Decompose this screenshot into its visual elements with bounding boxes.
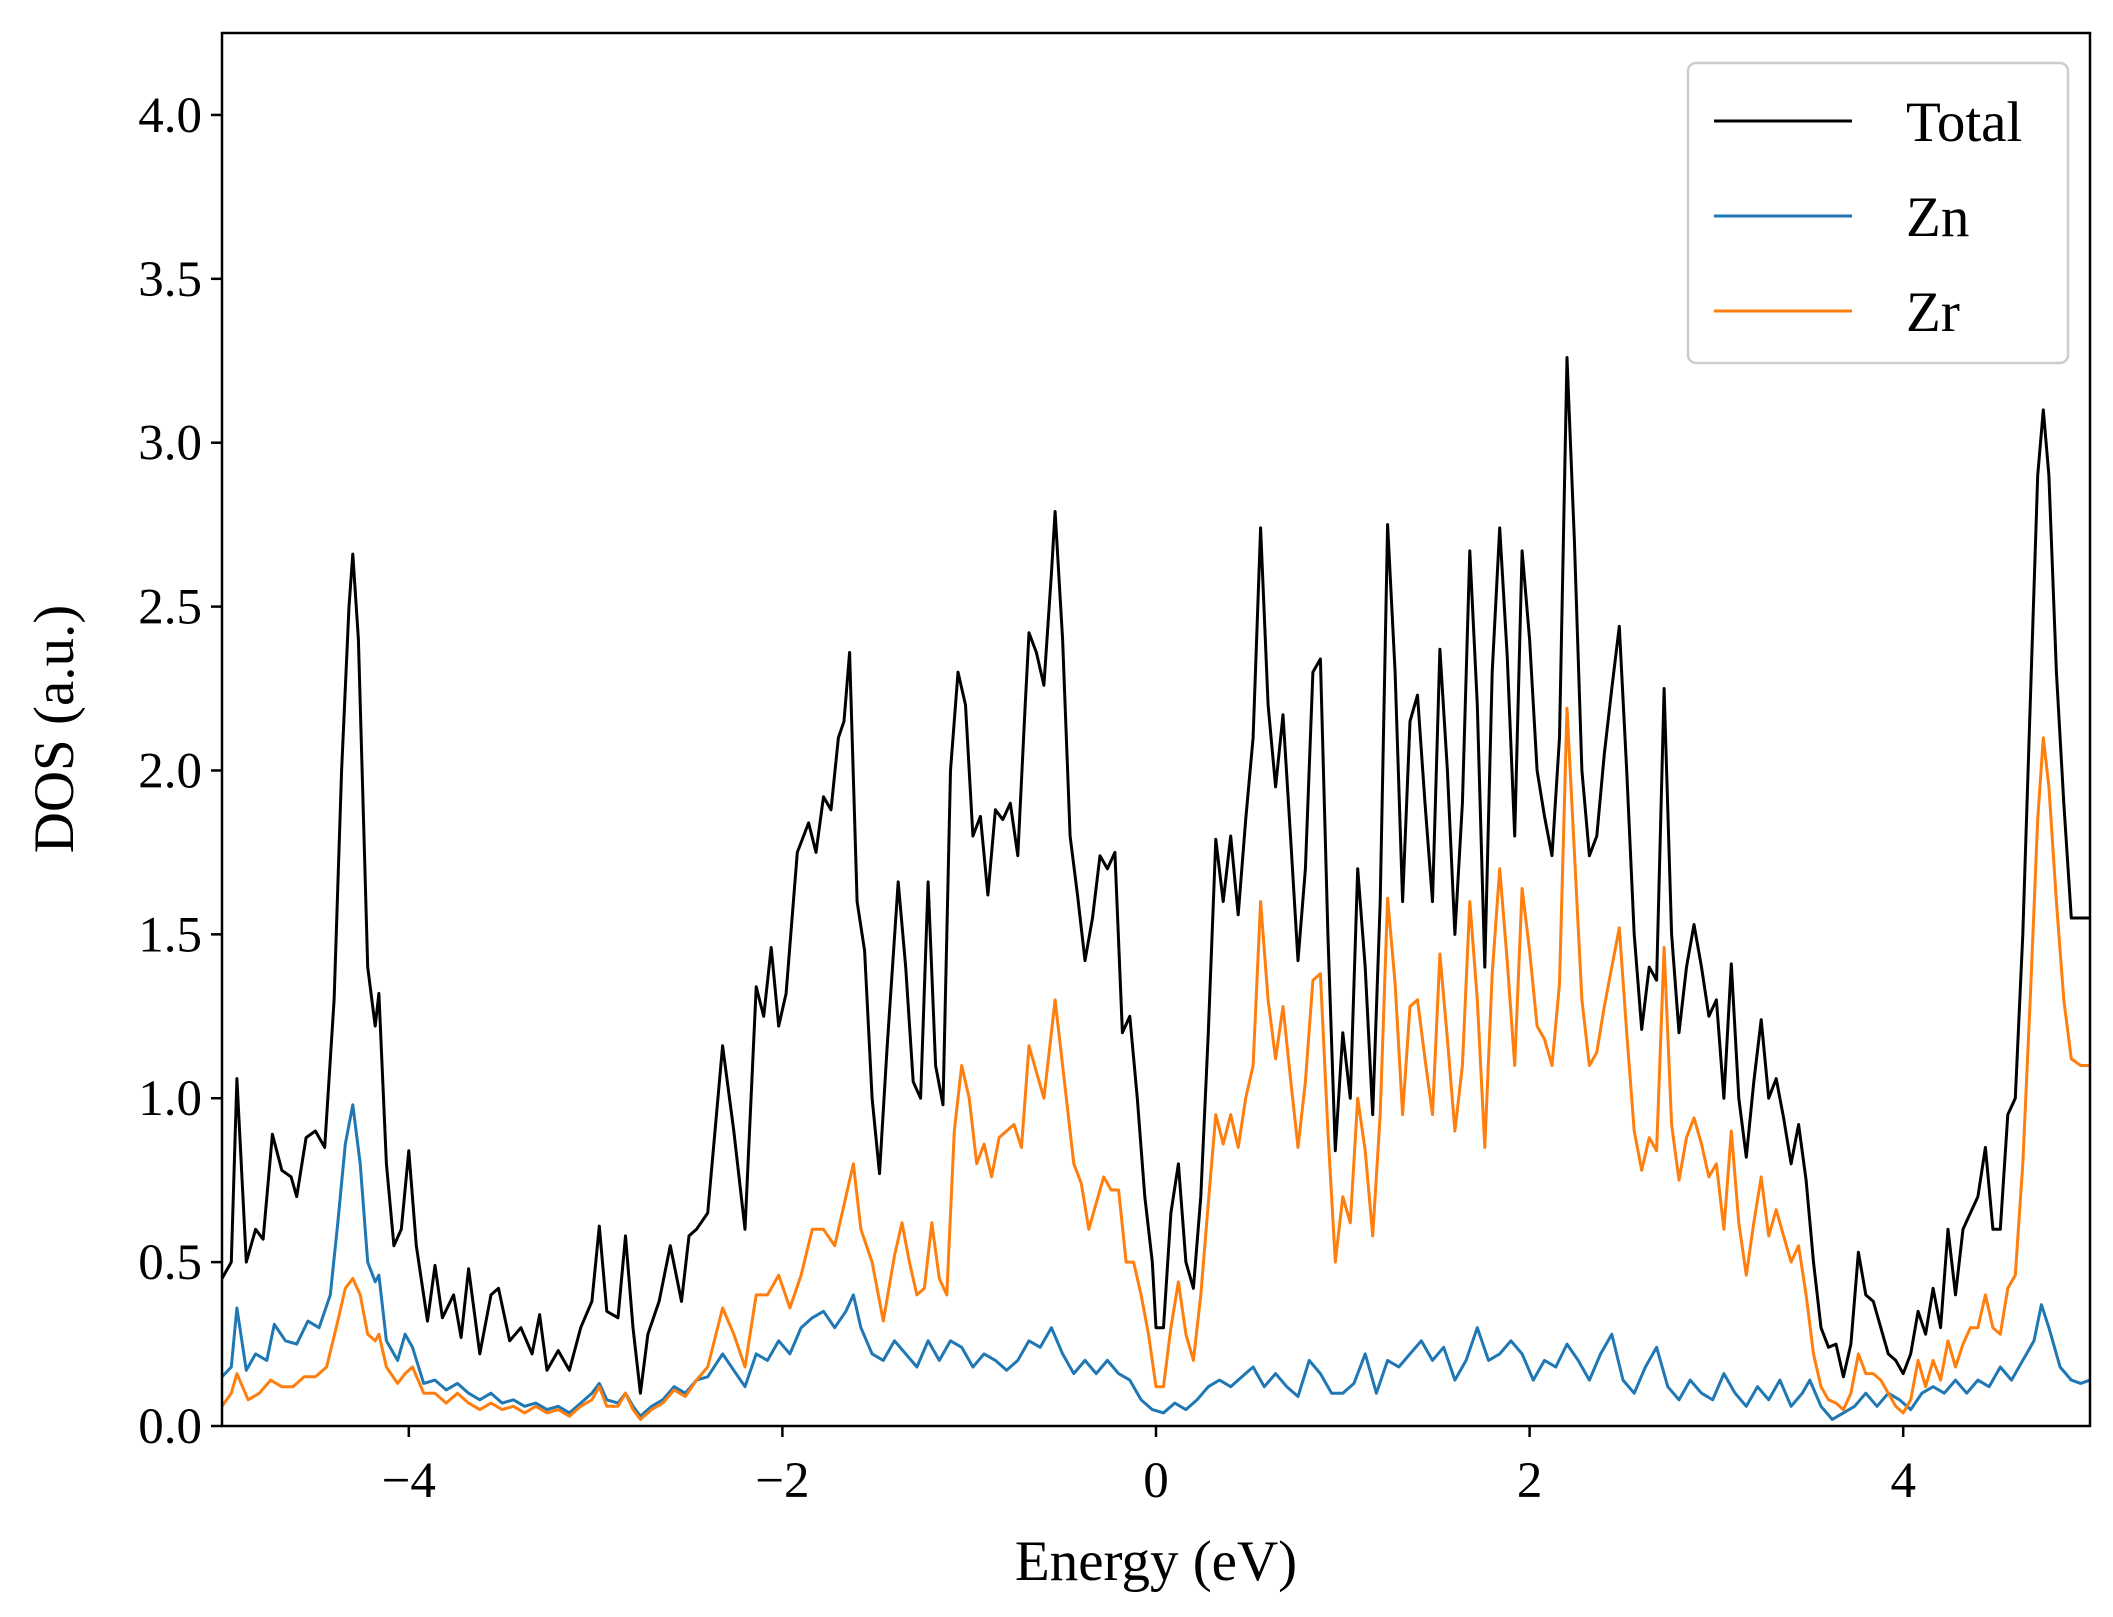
y-tick-label: 4.0 — [138, 88, 202, 144]
legend: Total Zn Zr — [1686, 61, 2070, 365]
x-tick-label: −4 — [382, 1453, 436, 1509]
y-tick-label: 1.0 — [138, 1071, 202, 1127]
legend-label-zr: Zr — [1906, 281, 1960, 344]
y-axis-title: DOS (a.u.) — [23, 605, 86, 854]
series-line-zr — [222, 706, 2090, 1421]
y-tick-label: 3.5 — [138, 252, 202, 308]
y-tick-label: 3.0 — [138, 416, 202, 472]
series-line-zn — [222, 1103, 2090, 1421]
y-tick-label: 1.5 — [138, 907, 202, 963]
x-tick-label: −2 — [755, 1453, 809, 1509]
x-tick-label: 4 — [1890, 1453, 1916, 1509]
series-layer — [222, 356, 2090, 1421]
legend-label-zn: Zn — [1906, 186, 1969, 249]
series-line-total — [222, 356, 2090, 1395]
x-tick-label: 2 — [1517, 1453, 1543, 1509]
legend-box — [1686, 61, 2070, 365]
x-tick-label: 0 — [1143, 1453, 1169, 1509]
y-tick-label: 0.5 — [138, 1235, 202, 1291]
y-tick-label: 2.5 — [138, 580, 202, 636]
y-tick-label: 2.0 — [138, 743, 202, 799]
ticks-layer: −4 −2 0 2 4 0.0 0.5 1.0 1.5 2.0 2.5 3.0 3.5 4.0 — [138, 88, 1916, 1509]
y-tick-label: 0.0 — [138, 1399, 202, 1455]
legend-label-total: Total — [1906, 91, 2022, 154]
x-axis-title: Energy (eV) — [1015, 1530, 1297, 1593]
